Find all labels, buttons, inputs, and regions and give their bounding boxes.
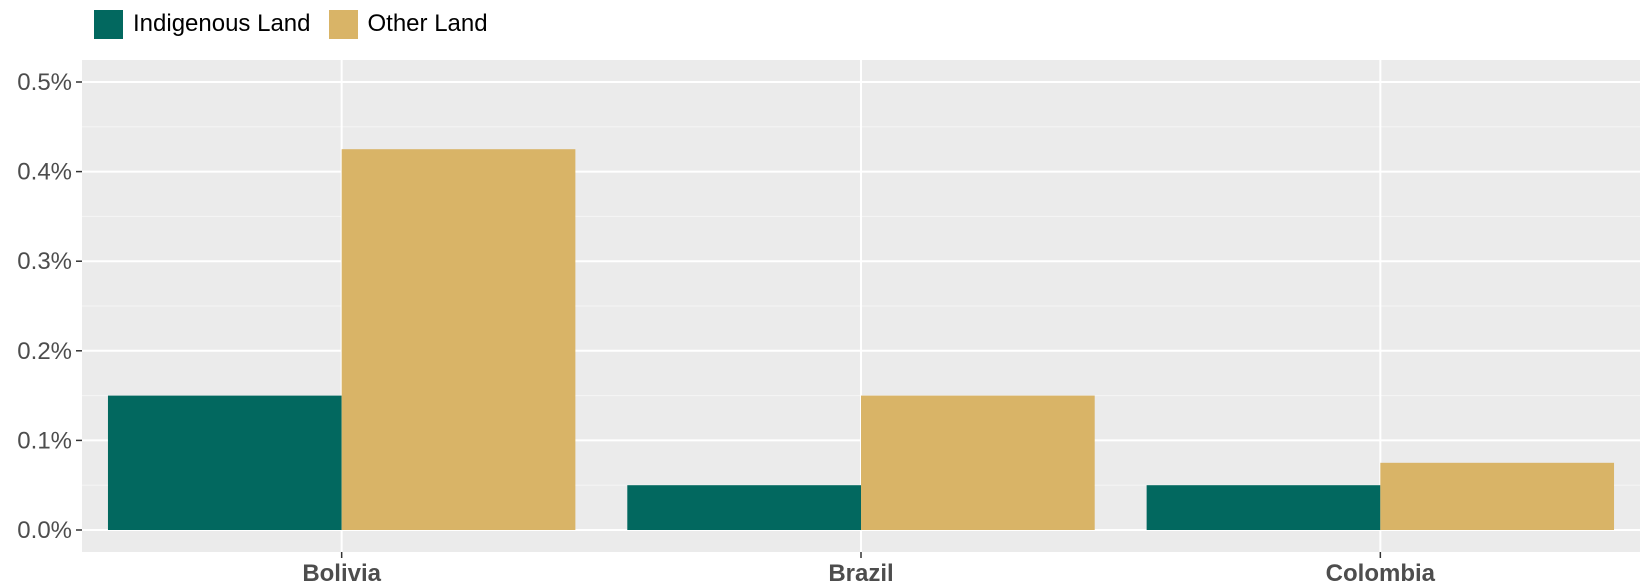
bar-other-land-colombia [1380, 462, 1615, 530]
x-category-label: Brazil [828, 560, 893, 587]
y-tick-label: 0.5% [17, 69, 72, 96]
legend-label-other-land: Other Land [367, 10, 488, 37]
legend-item-other-land: Other Land [328, 9, 488, 39]
bar-other-land-bolivia [341, 149, 576, 530]
legend-label-indigenous-land: Indigenous Land [133, 10, 311, 37]
bar-indigenous-land-bolivia [107, 395, 342, 530]
bar-indigenous-land-brazil [627, 485, 861, 530]
bar-other-land-brazil [861, 395, 1095, 530]
y-tick-label: 0.3% [17, 248, 72, 275]
bar-indigenous-land-colombia [1146, 485, 1381, 530]
x-category-label: Colombia [1326, 560, 1436, 587]
y-tick-label: 0.4% [17, 159, 72, 186]
y-tick-label: 0.1% [17, 427, 72, 454]
y-tick-label: 0.2% [17, 338, 72, 365]
legend-swatch-other-land [328, 9, 358, 39]
legend: Indigenous Land Other Land [94, 8, 506, 40]
legend-swatch-indigenous-land [94, 9, 123, 39]
x-category-label: Bolivia [302, 560, 381, 587]
legend-item-indigenous-land: Indigenous Land [94, 9, 311, 39]
y-tick-label: 0.0% [17, 517, 72, 544]
